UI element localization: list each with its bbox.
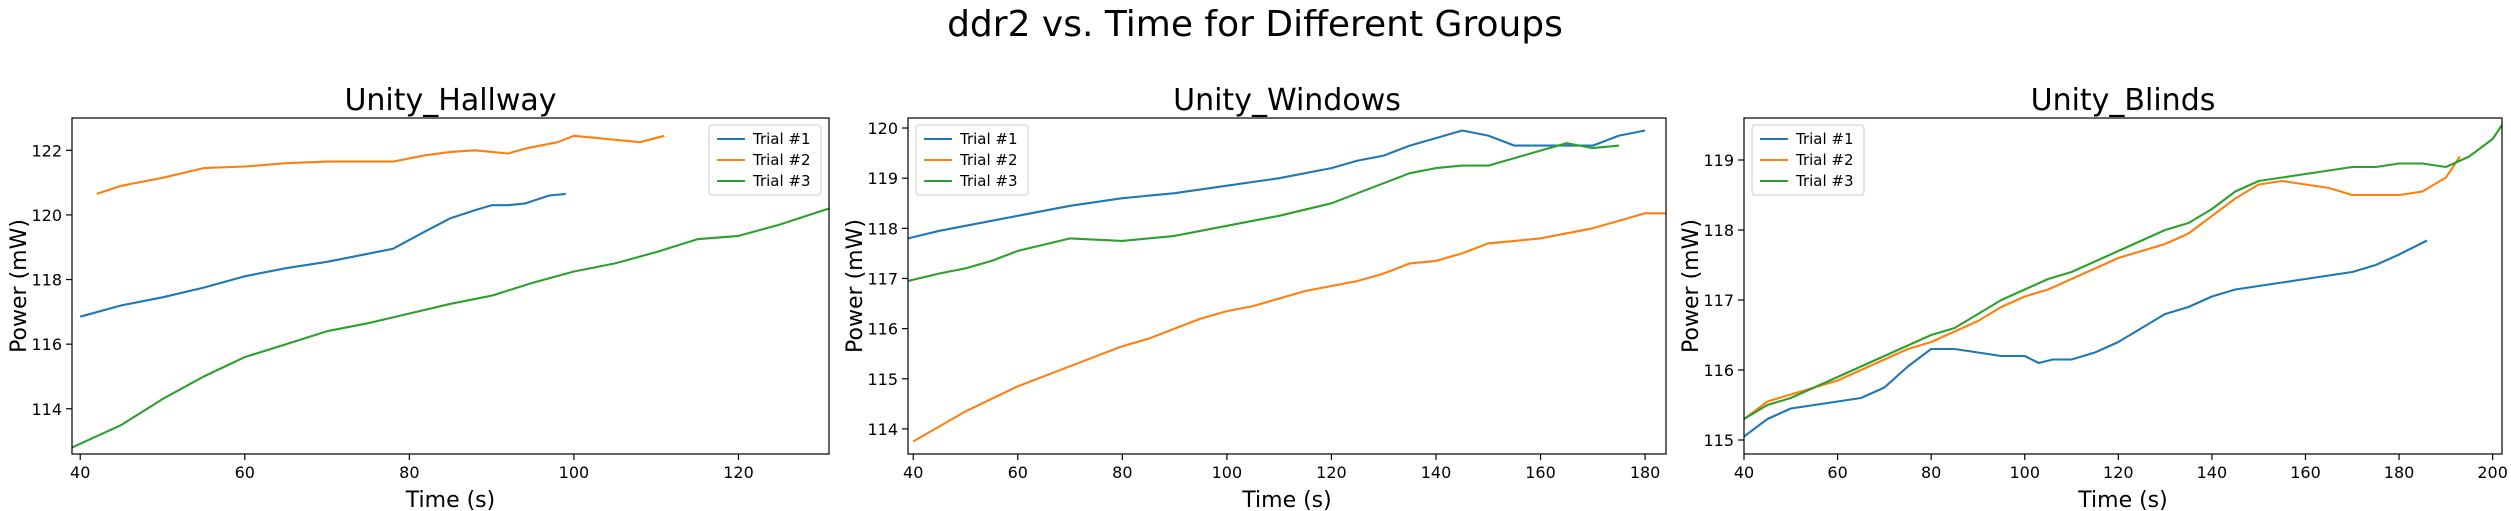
panel-3: 40 60 80 100 120 140 160 180 200 115 116 117 118 119 U… (1679, 83, 2508, 511)
plot-frame (71, 117, 830, 455)
x-tick-label: 60 (1827, 463, 1847, 482)
y-tick-label: 114 (31, 400, 62, 419)
series-line-trial-2 (912, 212, 1666, 443)
y-tick-label: 117 (867, 269, 898, 288)
x-tick-label: 80 (1921, 463, 1941, 482)
x-tick-label: 140 (2197, 463, 2228, 482)
x-tick-label: 180 (1630, 463, 1661, 482)
legend-frame (1751, 124, 1865, 196)
x-tick-label: 200 (2477, 463, 2508, 482)
x-axis-label: Time (s) (2077, 488, 2167, 511)
plot-frame (1743, 117, 2503, 455)
x-tick-label: 80 (399, 463, 419, 482)
y-tick-label: 116 (31, 335, 62, 354)
y-tick-label: 114 (867, 420, 898, 439)
y-tick-label: 118 (31, 271, 62, 290)
y-tick-label: 118 (867, 219, 898, 238)
legend-entry-label: Trial #2 (1795, 151, 1854, 169)
panel-title: Unity_Blinds (2031, 83, 2216, 118)
panel-1: 40 60 80 100 120 114 116 118 120 122 Unity_Hallway… (7, 83, 830, 511)
x-tick-label: 180 (2384, 463, 2415, 482)
panels: 40 60 80 100 120 114 116 118 120 122 Unity_Hallway… (7, 83, 2508, 511)
legend: Trial #1 Trial #2 Trial #3 (1751, 124, 1865, 196)
legend: Trial #1 Trial #2 Trial #3 (915, 124, 1029, 196)
y-tick-label: 122 (31, 141, 62, 160)
series-line-trial-1 (79, 192, 566, 318)
series-line-trial-1 (908, 129, 1646, 240)
legend-entry-label: Trial #3 (752, 172, 811, 190)
x-tick-label: 140 (1421, 463, 1452, 482)
x-tick-label: 80 (1112, 463, 1132, 482)
legend-entry-label: Trial #1 (1795, 130, 1854, 148)
panel-title: Unity_Hallway (344, 83, 556, 118)
x-tick-label: 160 (1525, 463, 1556, 482)
x-tick-label: 120 (1316, 463, 1347, 482)
legend-frame (708, 124, 822, 196)
x-tick-label: 160 (2290, 463, 2321, 482)
y-tick-label: 120 (867, 119, 898, 138)
y-tick-label: 115 (867, 370, 898, 389)
legend-frame (915, 124, 1029, 196)
panel-2: 40 60 80 100 120 140 160 180 114 115 116 117 118 119 1… (843, 83, 1667, 511)
y-tick-label: 115 (1703, 431, 1734, 450)
legend-entry-label: Trial #1 (959, 130, 1018, 148)
y-tick-label: 116 (1703, 361, 1734, 380)
y-axis-label: Power (mW) (1679, 219, 1704, 353)
x-tick-label: 40 (1734, 463, 1754, 482)
y-tick-label: 119 (1703, 151, 1734, 170)
x-tick-label: 40 (903, 463, 923, 482)
series-line-trial-3 (1744, 124, 2502, 420)
legend-entry-label: Trial #3 (959, 172, 1018, 190)
figure-title: ddr2 vs. Time for Different Groups (947, 4, 1563, 45)
y-tick-label: 119 (867, 169, 898, 188)
x-tick-label: 100 (2009, 463, 2040, 482)
y-tick-label: 118 (1703, 221, 1734, 240)
plot-frame (907, 117, 1667, 455)
series-line-trial-2 (96, 134, 665, 195)
x-axis-label: Time (s) (405, 488, 495, 511)
legend-entry-label: Trial #2 (752, 151, 811, 169)
y-tick-label: 116 (867, 320, 898, 339)
legend-entry-label: Trial #2 (959, 151, 1018, 169)
legend-entry-label: Trial #3 (1795, 172, 1854, 190)
x-axis-label: Time (s) (1241, 488, 1331, 511)
x-tick-label: 100 (559, 463, 590, 482)
series-line-trial-3 (72, 207, 829, 449)
series-line-trial-2 (1744, 155, 2461, 420)
x-tick-label: 120 (723, 463, 754, 482)
x-tick-label: 60 (1008, 463, 1028, 482)
series-line-trial-1 (1744, 239, 2428, 438)
y-axis-label: Power (mW) (843, 219, 868, 353)
x-tick-label: 40 (70, 463, 90, 482)
y-tick-label: 120 (31, 206, 62, 225)
x-tick-label: 120 (2103, 463, 2134, 482)
x-tick-label: 60 (235, 463, 255, 482)
panel-title: Unity_Windows (1173, 83, 1401, 118)
y-axis-label: Power (mW) (7, 219, 32, 353)
series-line-trial-3 (908, 142, 1620, 283)
legend: Trial #1 Trial #2 Trial #3 (708, 124, 822, 196)
legend-entry-label: Trial #1 (752, 130, 811, 148)
x-tick-label: 100 (1212, 463, 1243, 482)
y-tick-label: 117 (1703, 291, 1734, 310)
